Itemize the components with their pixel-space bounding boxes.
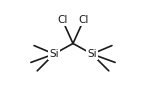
Text: Cl: Cl (57, 15, 68, 25)
Text: Si: Si (87, 49, 97, 59)
Text: Cl: Cl (78, 15, 89, 25)
Text: Si: Si (49, 49, 59, 59)
